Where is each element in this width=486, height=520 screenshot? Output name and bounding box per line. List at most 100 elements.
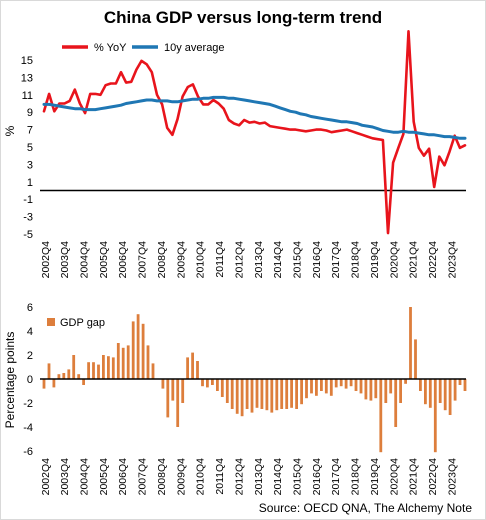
gdp-gap-bar	[191, 352, 194, 379]
yoy-series-line	[42, 29, 467, 235]
top-chart-xtick-label: 2017Q4	[330, 241, 342, 279]
gdp-gap-bar	[404, 379, 407, 384]
gdp-gap-bar	[67, 369, 71, 379]
bottom-chart-xtick-label: 2012Q4	[233, 458, 245, 496]
gdp-gap-bar	[211, 379, 214, 385]
gdp-gap-bar	[448, 379, 452, 415]
gdp-gap-bar	[57, 374, 61, 379]
gdp-gap-bar	[280, 379, 284, 409]
gdp-gap-bar	[310, 379, 313, 394]
top-chart-xtick-label: 2013Q4	[253, 241, 265, 279]
bottom-chart-xtick-label: 2002Q4	[40, 458, 52, 496]
gdp-gap-bar	[315, 379, 318, 396]
gdp-gap-bar	[102, 355, 105, 379]
ten-year-average-line	[42, 95, 467, 140]
gdp-gap-bar	[305, 379, 308, 399]
gdp-gap-bar	[92, 362, 95, 379]
top-chart-ytick-label: 15	[21, 55, 33, 67]
gdp-gap-bar	[151, 363, 155, 379]
gdp-gap-bar	[201, 379, 204, 387]
source-note: Source: OECD QNA, The Alchemy Note	[258, 501, 472, 515]
gdp-gap-bar	[265, 379, 269, 411]
gdp-gap-bar	[230, 379, 234, 409]
gdp-gap-bar	[334, 379, 338, 388]
gdp-gap-bar	[97, 364, 100, 379]
gdp-gap-bar	[47, 363, 51, 379]
gdp-gap-bar	[255, 379, 259, 408]
gdp-gap-bar	[176, 379, 180, 427]
bottom-chart-xtick-label: 2011Q4	[214, 458, 226, 495]
gdp-gap-bar	[42, 379, 46, 389]
bottom-chart-xtick-label: 2004Q4	[79, 458, 91, 496]
bottom-chart-xtick-label: 2009Q4	[175, 458, 187, 496]
gdp-gap-bar	[181, 379, 185, 403]
gdp-gap-bar	[146, 345, 150, 379]
top-chart-xtick-label: 2019Q4	[369, 241, 381, 279]
top-chart-xtick-label: 2015Q4	[292, 241, 304, 279]
gdp-gap-bar	[196, 361, 199, 379]
bottom-chart-xtick-label: 2019Q4	[369, 458, 381, 496]
bottom-chart-ytick-label: -2	[23, 398, 33, 410]
bottom-chart-xtick-label: 2021Q4	[408, 458, 420, 496]
gdp-gap-bar	[379, 379, 383, 453]
gdp-gap-bar	[285, 379, 289, 409]
bottom-chart-xtick-label: 2007Q4	[137, 458, 149, 496]
gdp-gap-bar	[161, 379, 165, 389]
gdp-gap-bar	[419, 379, 422, 391]
gdp-gap-bar	[121, 347, 125, 379]
gdp-gap-bar	[270, 379, 274, 413]
gdp-gap-bar	[206, 379, 209, 388]
gdp-gap-bar	[374, 379, 378, 399]
top-chart-xtick-label: 2002Q4	[40, 241, 52, 279]
gdp-gap-bar	[359, 379, 363, 394]
bottom-chart-xtick-label: 2014Q4	[272, 458, 284, 496]
gdp-gap-bar	[354, 379, 358, 391]
top-chart-xtick-label: 2003Q4	[59, 241, 71, 279]
bottom-chart-ytick-label: -6	[23, 446, 33, 458]
gdp-gap-bar	[320, 379, 323, 391]
bottom-chart-xtick-label: 2015Q4	[292, 458, 304, 496]
bottom-chart-xtick-label: 2023Q4	[446, 458, 458, 496]
gdp-gap-bar	[116, 343, 120, 379]
gdp-gap-bar	[87, 362, 90, 379]
gdp-gap-bar	[300, 379, 303, 405]
top-chart-ytick-label: -3	[23, 212, 33, 224]
gdp-gap-bar	[260, 379, 264, 409]
legend-gap-label: GDP gap	[60, 317, 105, 329]
gdp-gap-bar	[290, 379, 293, 408]
gdp-gap-bar	[369, 379, 373, 401]
top-chart-xtick-label: 2007Q4	[137, 241, 149, 279]
top-chart-xtick-label: 2022Q4	[427, 241, 439, 279]
top-chart-ytick-label: 1	[27, 177, 33, 189]
gdp-gap-bar	[171, 379, 175, 401]
gdp-gap-bar	[141, 323, 145, 379]
gdp-gap-bar	[364, 379, 368, 400]
bottom-chart-ytick-label: 0	[27, 374, 33, 386]
legend-avg-label: 10y average	[164, 42, 225, 54]
top-chart-ytick-label: 11	[22, 90, 33, 102]
bottom-chart-xtick-label: 2005Q4	[98, 458, 110, 496]
bottom-chart-ylabel: Percentage points	[3, 332, 17, 429]
top-chart-xtick-label: 2016Q4	[311, 241, 323, 279]
bottom-chart-xtick-label: 2016Q4	[311, 458, 323, 496]
bottom-chart-ytick-label: 4	[27, 326, 33, 338]
gdp-gap-bar	[324, 379, 328, 394]
gdp-gap-bar	[453, 379, 457, 401]
gdp-gap-bar	[72, 355, 76, 379]
gdp-gap-bar	[225, 379, 229, 403]
bottom-chart-ytick-label: 2	[27, 350, 33, 362]
gdp-gap-bar	[329, 379, 333, 396]
gdp-gap-bar	[240, 379, 244, 417]
top-chart-ytick-label: 7	[27, 125, 33, 137]
top-chart-xtick-label: 2005Q4	[98, 241, 110, 279]
gdp-gap-bar	[220, 379, 224, 397]
top-chart-ytick-label: 9	[27, 107, 33, 119]
gdp-gap-bar	[166, 379, 170, 418]
gdp-gap-bar	[107, 356, 110, 379]
top-chart-xtick-label: 2009Q4	[175, 241, 187, 279]
bottom-chart-xtick-label: 2022Q4	[427, 458, 439, 496]
gdp-gap-bar	[458, 379, 462, 385]
gdp-gap-bar	[438, 379, 442, 403]
top-chart-xtick-label: 2014Q4	[272, 241, 284, 279]
gdp-gap-bar	[424, 379, 427, 405]
